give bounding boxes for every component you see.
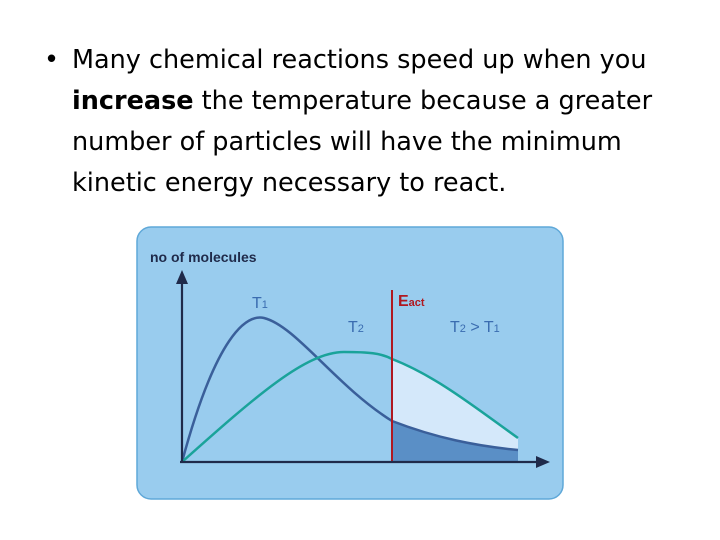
relation-t1-subscript: 1 [494, 323, 500, 335]
t2-label: T2 [348, 319, 364, 336]
t2-subscript: 2 [358, 323, 364, 335]
y-axis-label-text: no of molecules [150, 249, 257, 265]
t1-label: T1 [252, 295, 268, 312]
relation-t1-letter: T [484, 319, 494, 336]
bullet-text-emphasis: increase [72, 86, 194, 116]
activation-subscript: act [409, 297, 425, 309]
t1-letter: T [252, 295, 262, 312]
relation-t2-letter: T [450, 319, 460, 336]
slide-text-block: • Many chemical reactions speed up when … [44, 40, 684, 204]
maxwell-boltzmann-diagram: no of molecules T1 T2 Eact T2 > T1 [136, 226, 564, 500]
x-axis-arrow [536, 456, 550, 468]
temperature-relation-label: T2 > T1 [450, 319, 500, 336]
t2-letter: T [348, 319, 358, 336]
bullet-point: • [44, 45, 60, 75]
y-axis-arrow [176, 270, 188, 284]
relation-operator: > [466, 319, 484, 336]
activation-letter: E [398, 293, 409, 310]
t1-subscript: 1 [262, 299, 268, 311]
t1-area-beyond-activation [392, 421, 518, 462]
t1-curve [180, 316, 519, 463]
t2-curve [181, 350, 519, 463]
bullet-text: Many chemical reactions speed up when yo… [72, 40, 684, 204]
bullet-item: • Many chemical reactions speed up when … [44, 40, 684, 204]
bullet-text-start: Many chemical reactions speed up when yo… [72, 45, 647, 75]
diagram-svg: no of molecules T1 T2 Eact T2 > T1 [136, 226, 564, 500]
y-axis-label: no of molecules [150, 249, 257, 265]
bullet-text-end: the temperature because a greater number… [72, 86, 653, 198]
activation-energy-label: Eact [398, 293, 425, 310]
relation-t2-subscript: 2 [460, 323, 466, 335]
